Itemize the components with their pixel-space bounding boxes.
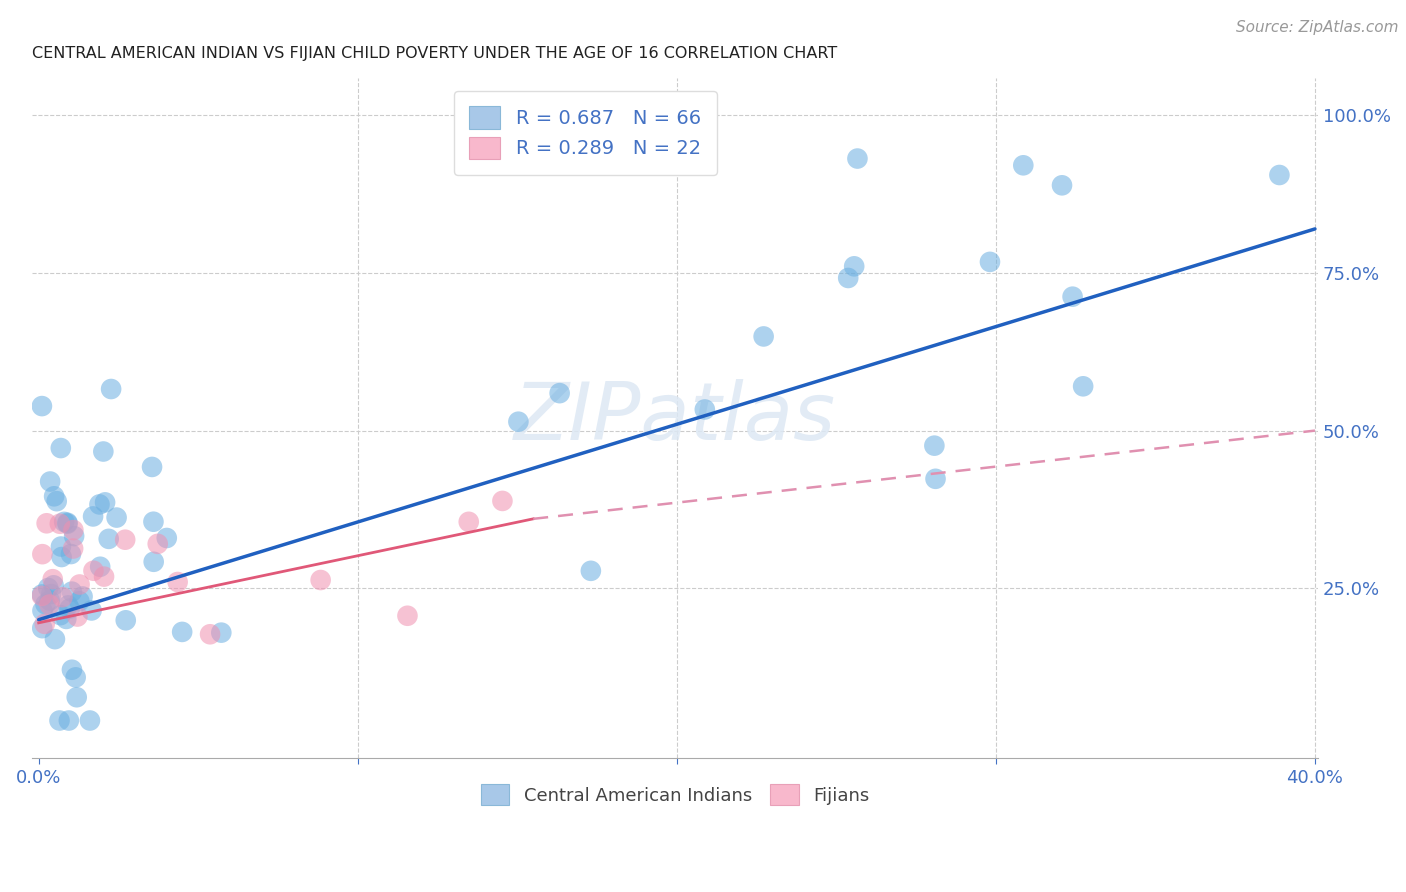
Point (396, 608, 419, 623)
Point (51, 590, 73, 604)
Point (457, 515, 479, 529)
Text: CENTRAL AMERICAN INDIAN VS FIJIAN CHILD POVERTY UNDER THE AGE OF 16 CORRELATION : CENTRAL AMERICAN INDIAN VS FIJIAN CHILD … (32, 46, 838, 62)
Point (31, 604, 53, 618)
Point (49, 608, 72, 623)
Point (31, 621, 53, 635)
Point (63, 529, 86, 543)
Point (56, 516, 79, 531)
Point (31, 399, 53, 413)
Point (69, 577, 91, 591)
Point (34, 616, 56, 631)
Point (37, 581, 59, 595)
Point (65, 670, 87, 684)
Point (1062, 290, 1084, 304)
Point (166, 574, 188, 589)
Point (62, 541, 84, 556)
Point (39, 587, 62, 601)
Point (91, 444, 114, 458)
Point (48, 714, 70, 728)
Point (59, 601, 82, 615)
Point (924, 472, 946, 486)
Point (38, 598, 60, 612)
Point (548, 386, 571, 401)
Point (80, 603, 103, 617)
Point (60, 584, 83, 599)
Point (93, 569, 115, 583)
Point (89, 559, 111, 574)
Point (846, 152, 869, 166)
Point (209, 625, 232, 640)
Point (55, 612, 77, 626)
Point (72, 590, 94, 604)
Point (38, 593, 60, 607)
Point (59, 547, 82, 561)
Point (42, 578, 65, 592)
Point (42, 572, 65, 586)
Legend: Central American Indians, Fijians: Central American Indians, Fijians (471, 775, 879, 814)
Text: Source: ZipAtlas.com: Source: ZipAtlas.com (1236, 20, 1399, 35)
Point (82, 509, 104, 524)
Point (1050, 178, 1073, 193)
Point (1012, 158, 1035, 172)
Point (146, 537, 169, 551)
Point (53, 515, 76, 529)
Point (62, 523, 84, 537)
Point (66, 609, 89, 624)
Point (142, 555, 165, 569)
Point (579, 564, 602, 578)
Text: ZIPatlas: ZIPatlas (515, 379, 837, 457)
Point (752, 329, 775, 343)
Point (66, 690, 89, 705)
Point (31, 587, 53, 601)
Point (89, 497, 111, 511)
Point (60, 663, 83, 677)
Point (79, 714, 101, 728)
Point (141, 459, 163, 474)
Point (49, 516, 72, 531)
Point (142, 515, 165, 529)
Point (44, 632, 66, 647)
Point (97, 532, 120, 546)
Point (156, 531, 179, 545)
Point (508, 415, 530, 429)
Point (114, 613, 136, 627)
Point (49, 540, 72, 554)
Point (45, 494, 67, 508)
Point (67, 594, 90, 608)
Point (100, 382, 122, 396)
Point (979, 255, 1001, 269)
Point (94, 495, 117, 509)
Point (491, 494, 513, 508)
Point (35, 516, 58, 531)
Point (42, 489, 65, 503)
Point (172, 624, 194, 639)
Point (693, 402, 716, 417)
Point (58, 714, 80, 728)
Point (837, 271, 859, 285)
Point (309, 573, 332, 587)
Point (1268, 168, 1291, 182)
Point (56, 516, 79, 530)
Point (39, 475, 62, 489)
Point (31, 589, 53, 603)
Point (198, 627, 221, 641)
Point (82, 564, 104, 578)
Point (31, 547, 53, 561)
Point (114, 533, 136, 547)
Point (844, 260, 866, 274)
Point (924, 439, 946, 453)
Point (105, 510, 128, 524)
Point (51, 549, 73, 564)
Point (56, 599, 79, 613)
Point (49, 441, 72, 455)
Point (1071, 379, 1094, 393)
Point (34, 597, 56, 611)
